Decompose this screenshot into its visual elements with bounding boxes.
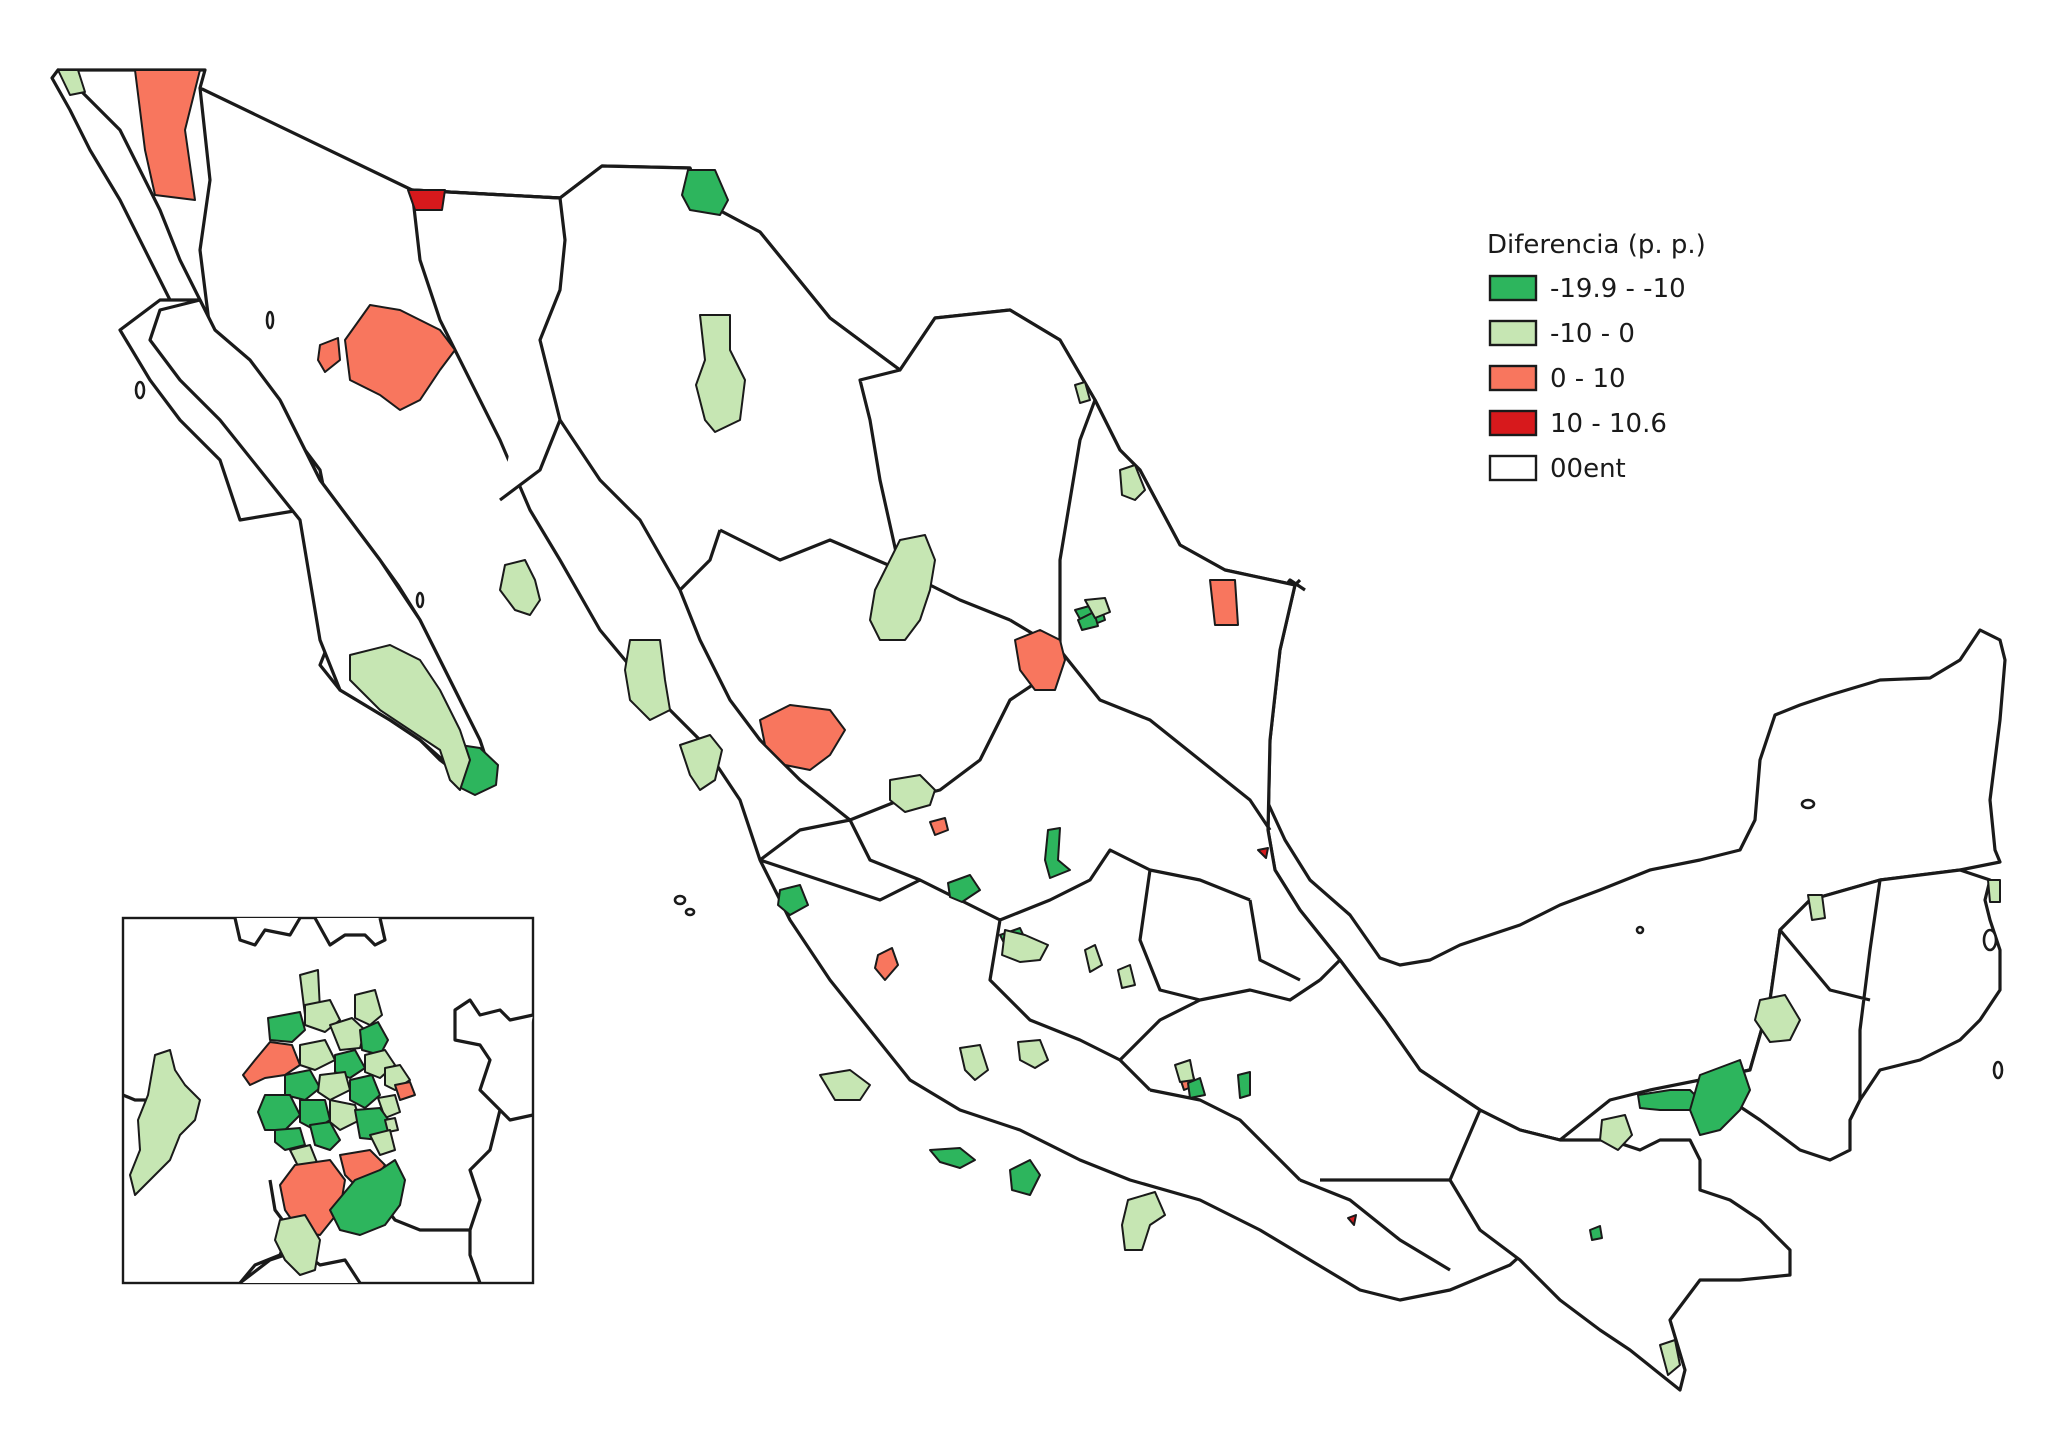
municipality-class-neg10-0 — [57, 69, 86, 96]
municipality-class-neg10-0 — [1659, 1339, 1681, 1376]
municipality-class-neg10-0 — [819, 1069, 871, 1101]
municipality-class-0-10 — [929, 817, 949, 836]
municipality-class-neg19.9-neg10 — [929, 1147, 976, 1169]
inset-municipality — [334, 1049, 366, 1079]
municipality-class-neg10-0 — [1074, 381, 1091, 404]
municipality-class-0-10 — [759, 704, 846, 771]
islands — [134, 310, 2004, 1080]
inset-municipality — [394, 1081, 416, 1101]
municipality-class-0-10 — [1209, 579, 1239, 626]
inset-municipality — [309, 1121, 341, 1151]
legend-label: 00ent — [1550, 454, 1626, 484]
island — [265, 310, 275, 330]
island — [1992, 1060, 2004, 1080]
municipality-class-neg10-0 — [1117, 964, 1136, 989]
municipality-class-10-10.6 — [1257, 847, 1269, 859]
municipality-class-neg10-0 — [1017, 1039, 1049, 1069]
municipality-class-neg10-0 — [695, 314, 746, 433]
municipality-class-neg10-0 — [959, 1044, 989, 1081]
legend-label: 10 - 10.6 — [1550, 409, 1667, 439]
municipality-class-neg10-0 — [1174, 1059, 1195, 1083]
inset-municipality — [384, 1117, 399, 1133]
municipality-class-0-10 — [874, 947, 899, 981]
municipality-class-neg10-0 — [1121, 1191, 1166, 1251]
inset-municipality — [354, 989, 383, 1026]
inset-municipality — [349, 1074, 381, 1109]
municipality-class-0-10 — [1014, 629, 1066, 691]
municipality-class-neg10-0 — [1987, 879, 2001, 903]
inset-map — [121, 916, 535, 1285]
inset-municipality — [267, 1011, 306, 1043]
municipality-class-neg19.9-neg10 — [1077, 611, 1099, 631]
municipality-class-neg19.9-neg10 — [681, 169, 729, 216]
municipality-class-neg10-0 — [679, 734, 723, 791]
legend-swatch — [1488, 364, 1538, 392]
island — [673, 894, 687, 906]
legend-item: -10 - 0 — [1488, 319, 1635, 349]
legend-label: -19.9 - -10 — [1550, 274, 1686, 304]
inset-municipality — [274, 1214, 321, 1276]
inset-municipality — [274, 1127, 306, 1151]
municipality-class-neg10-0 — [1599, 1114, 1633, 1151]
inset-municipality — [317, 1071, 351, 1101]
legend-swatch — [1488, 319, 1538, 347]
municipality-class-neg10-0 — [889, 774, 936, 813]
municipality-class-neg10-0 — [499, 559, 541, 616]
municipality-class-neg19.9-neg10 — [1044, 827, 1071, 879]
island — [134, 380, 146, 400]
legend: Diferencia (p. p.) -19.9 - -10 -10 - 0 0… — [1487, 230, 1706, 484]
inset-municipality — [284, 1069, 321, 1101]
municipality-class-neg10-0 — [349, 644, 471, 791]
municipality-class-neg10-0 — [1001, 929, 1049, 963]
sinaloa-nayarit-coast — [410, 164, 1582, 1302]
legend-item: 00ent — [1488, 454, 1626, 484]
legend-label: -10 - 0 — [1550, 319, 1635, 349]
inset-municipality — [299, 1039, 336, 1071]
island — [1800, 798, 1816, 810]
inset-municipality — [129, 1049, 201, 1196]
legend-label: 0 - 10 — [1550, 364, 1626, 394]
municipality-class-neg10-0 — [869, 534, 936, 641]
municipality-class-neg10-0 — [1084, 597, 1111, 619]
municipality-class-neg10-0 — [624, 639, 671, 721]
inset-municipality — [359, 1021, 389, 1056]
inset-municipality — [369, 1129, 396, 1156]
legend-item: 10 - 10.6 — [1488, 409, 1667, 439]
legend-item: -19.9 - -10 — [1488, 274, 1686, 304]
inset-municipality — [329, 1159, 406, 1236]
municipality-class-0-10 — [317, 337, 341, 373]
municipality-class-neg19.9-neg10 — [777, 884, 809, 916]
island — [1982, 928, 1998, 952]
municipality-class-neg10-0 — [1754, 994, 1801, 1043]
internal-borders — [118, 87, 1882, 1272]
municipality-class-neg19.9-neg10 — [1237, 1071, 1251, 1099]
legend-swatch — [1488, 409, 1538, 437]
legend-title: Diferencia (p. p.) — [1487, 230, 1706, 260]
municipality-class-10-10.6 — [1347, 1214, 1357, 1226]
municipality-class-neg10-0 — [1084, 944, 1103, 973]
island — [684, 907, 696, 917]
municipality-class-neg19.9-neg10 — [1009, 1159, 1041, 1196]
municipality-class-neg10-0 — [1119, 464, 1146, 501]
legend-swatch — [1488, 274, 1538, 302]
legend-swatch — [1488, 454, 1538, 482]
island — [1635, 925, 1645, 935]
municipality-class-neg10-0 — [1807, 894, 1826, 921]
chiapas — [1448, 1108, 1792, 1392]
municipality-class-neg19.9-neg10 — [1187, 1077, 1206, 1099]
municipality-class-0-10 — [344, 304, 456, 411]
legend-item: 0 - 10 — [1488, 364, 1626, 394]
island — [415, 591, 425, 609]
municipality-class-neg19.9-neg10 — [1689, 1059, 1751, 1136]
municipalities — [57, 69, 2001, 1376]
municipality-class-0-10 — [134, 69, 201, 201]
municipality-class-10-10.6 — [407, 189, 446, 211]
yucatan-peninsula — [1698, 868, 2002, 1162]
municipality-class-neg19.9-neg10 — [947, 874, 981, 903]
inset-municipality — [329, 1099, 361, 1131]
municipality-class-neg19.9-neg10 — [1589, 1225, 1603, 1241]
